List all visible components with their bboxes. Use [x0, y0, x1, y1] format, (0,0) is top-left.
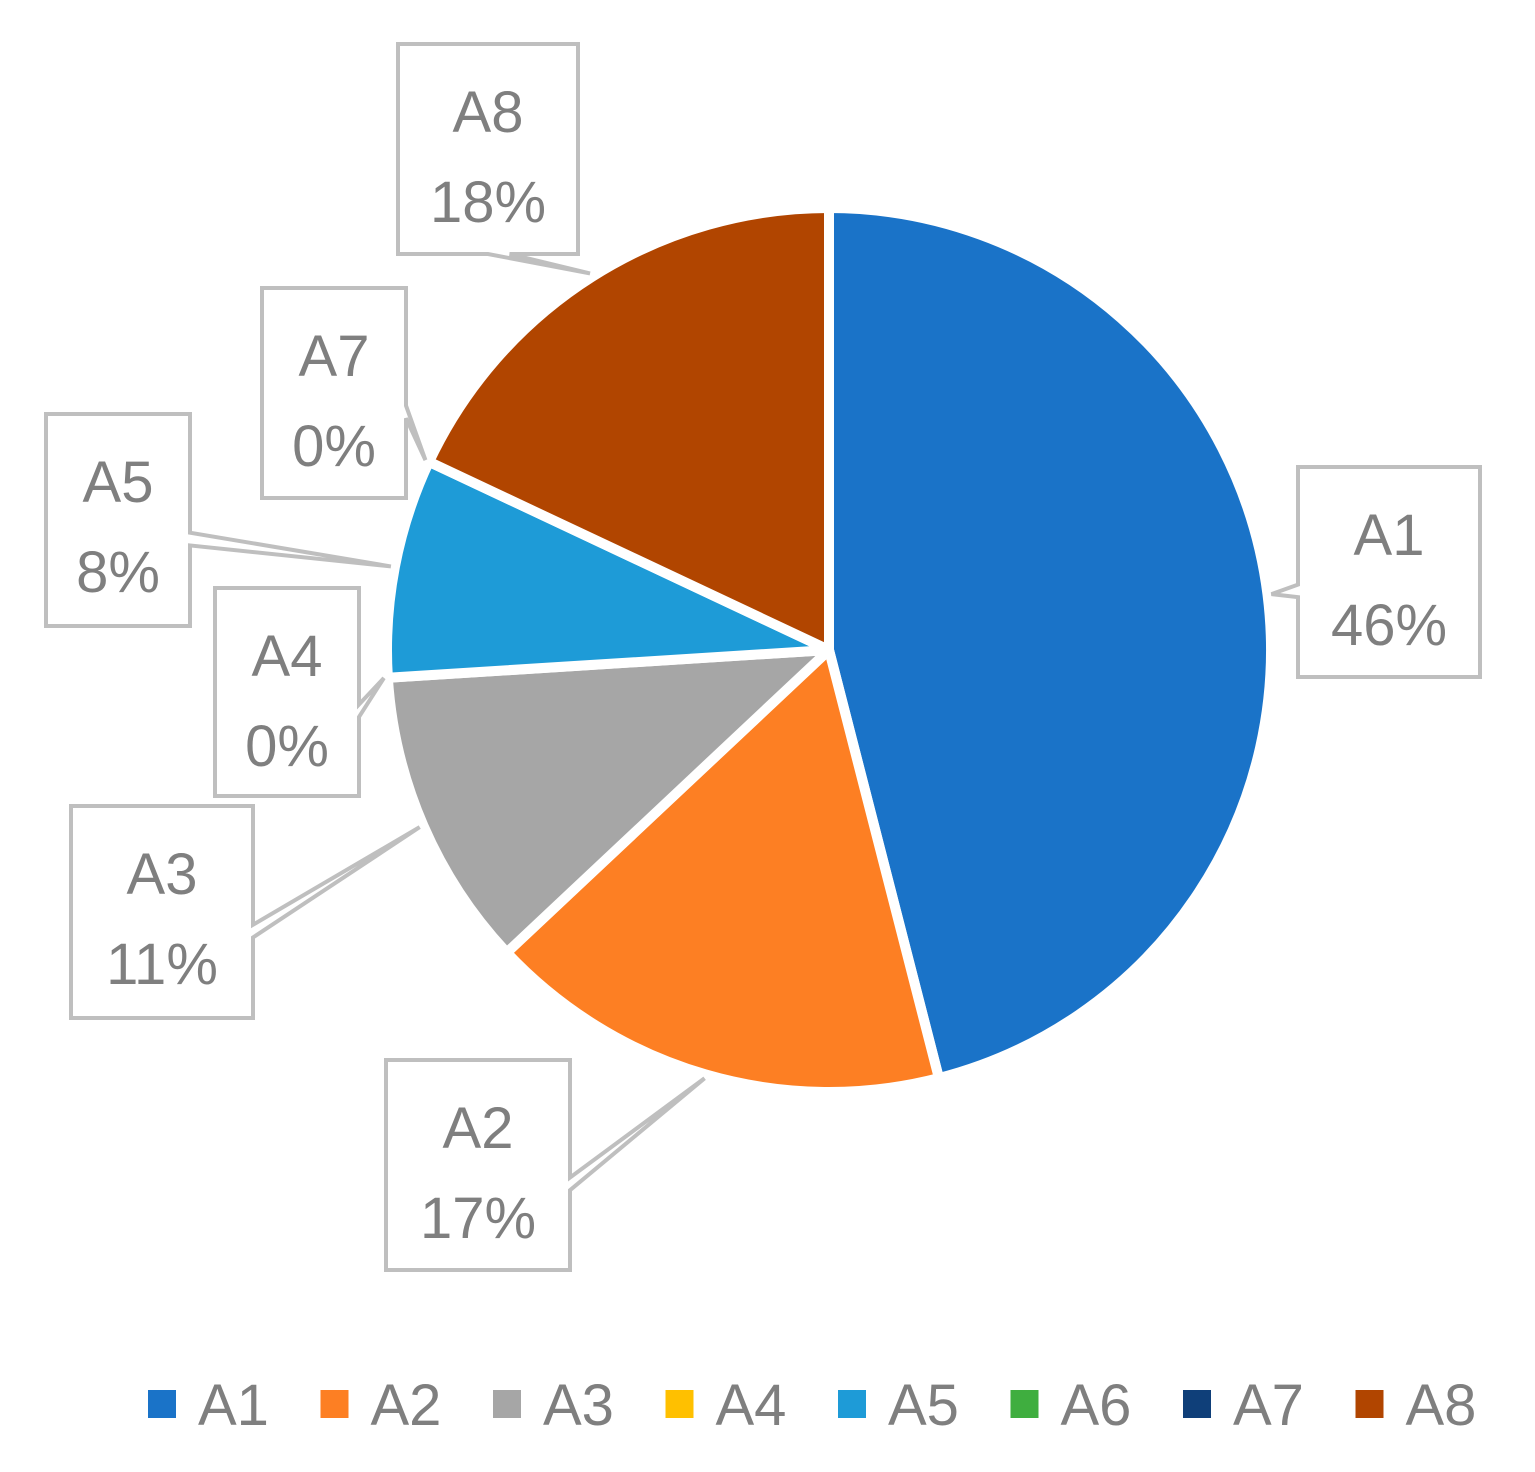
- legend-swatch: [148, 1390, 176, 1418]
- data-label-category: A1: [1354, 503, 1425, 568]
- legend-item-a3: A3: [493, 1373, 614, 1438]
- data-label-value: 0%: [245, 714, 329, 779]
- legend-swatch: [320, 1390, 349, 1418]
- pie-slice-a2: [501, 645, 944, 1097]
- legend-item-a2: A2: [320, 1373, 442, 1438]
- legend-item-a5: A5: [838, 1373, 959, 1438]
- data-label-a5: A58%: [44, 412, 392, 628]
- data-label-category: A7: [299, 324, 370, 389]
- data-label-category: A8: [453, 80, 524, 145]
- callout-box: [44, 412, 392, 628]
- legend-label: A3: [543, 1373, 614, 1438]
- pie-slice-a8: [424, 203, 834, 655]
- callout-box: [260, 286, 428, 500]
- legend-label: A1: [198, 1373, 269, 1438]
- legend-item-a8: A8: [1355, 1373, 1477, 1438]
- legend-item-a6: A6: [1010, 1373, 1132, 1438]
- legend-label: A6: [1061, 1373, 1132, 1438]
- legend-label: A7: [1233, 1373, 1304, 1438]
- legend-swatch: [1010, 1390, 1039, 1418]
- callout-box: [384, 1058, 706, 1272]
- legend-item-a1: A1: [148, 1373, 269, 1438]
- data-label-value: 8%: [76, 540, 160, 605]
- legend-swatch: [1355, 1390, 1384, 1418]
- data-label-category: A2: [443, 1096, 514, 1161]
- data-label-category: A3: [127, 842, 198, 907]
- data-label-value: 18%: [430, 170, 546, 235]
- pie-slice-a3: [382, 645, 834, 958]
- pie-slice-a1: [824, 203, 1276, 1084]
- legend-label: A4: [716, 1373, 787, 1438]
- callout-box: [69, 804, 421, 1020]
- data-label-a7: A70%: [260, 286, 428, 500]
- legend-label: A2: [371, 1373, 442, 1438]
- data-label-category: A4: [252, 624, 323, 689]
- legend: A1 A2 A3 A4 A5 A6 A7 A8: [148, 1373, 1476, 1438]
- legend-label: A5: [888, 1373, 959, 1438]
- callout-box: [1270, 465, 1482, 679]
- data-label-category: A5: [83, 450, 154, 515]
- pie-slices: [382, 203, 1276, 1097]
- legend-label: A8: [1406, 1373, 1477, 1438]
- data-label-value: 17%: [420, 1186, 536, 1251]
- data-label-value: 0%: [292, 414, 376, 479]
- pie-slice-a5: [382, 456, 834, 683]
- data-label-a4: A40%: [213, 586, 386, 798]
- legend-swatch: [1183, 1390, 1211, 1418]
- legend-swatch: [665, 1390, 694, 1418]
- legend-item-a4: A4: [665, 1373, 787, 1438]
- callout-box: [396, 42, 591, 276]
- legend-item-a7: A7: [1183, 1373, 1304, 1438]
- callout-box: [213, 586, 386, 798]
- legend-swatch: [493, 1390, 521, 1418]
- legend-swatch: [838, 1390, 866, 1418]
- data-label-value: 11%: [106, 932, 218, 997]
- data-label-value: 46%: [1331, 593, 1447, 658]
